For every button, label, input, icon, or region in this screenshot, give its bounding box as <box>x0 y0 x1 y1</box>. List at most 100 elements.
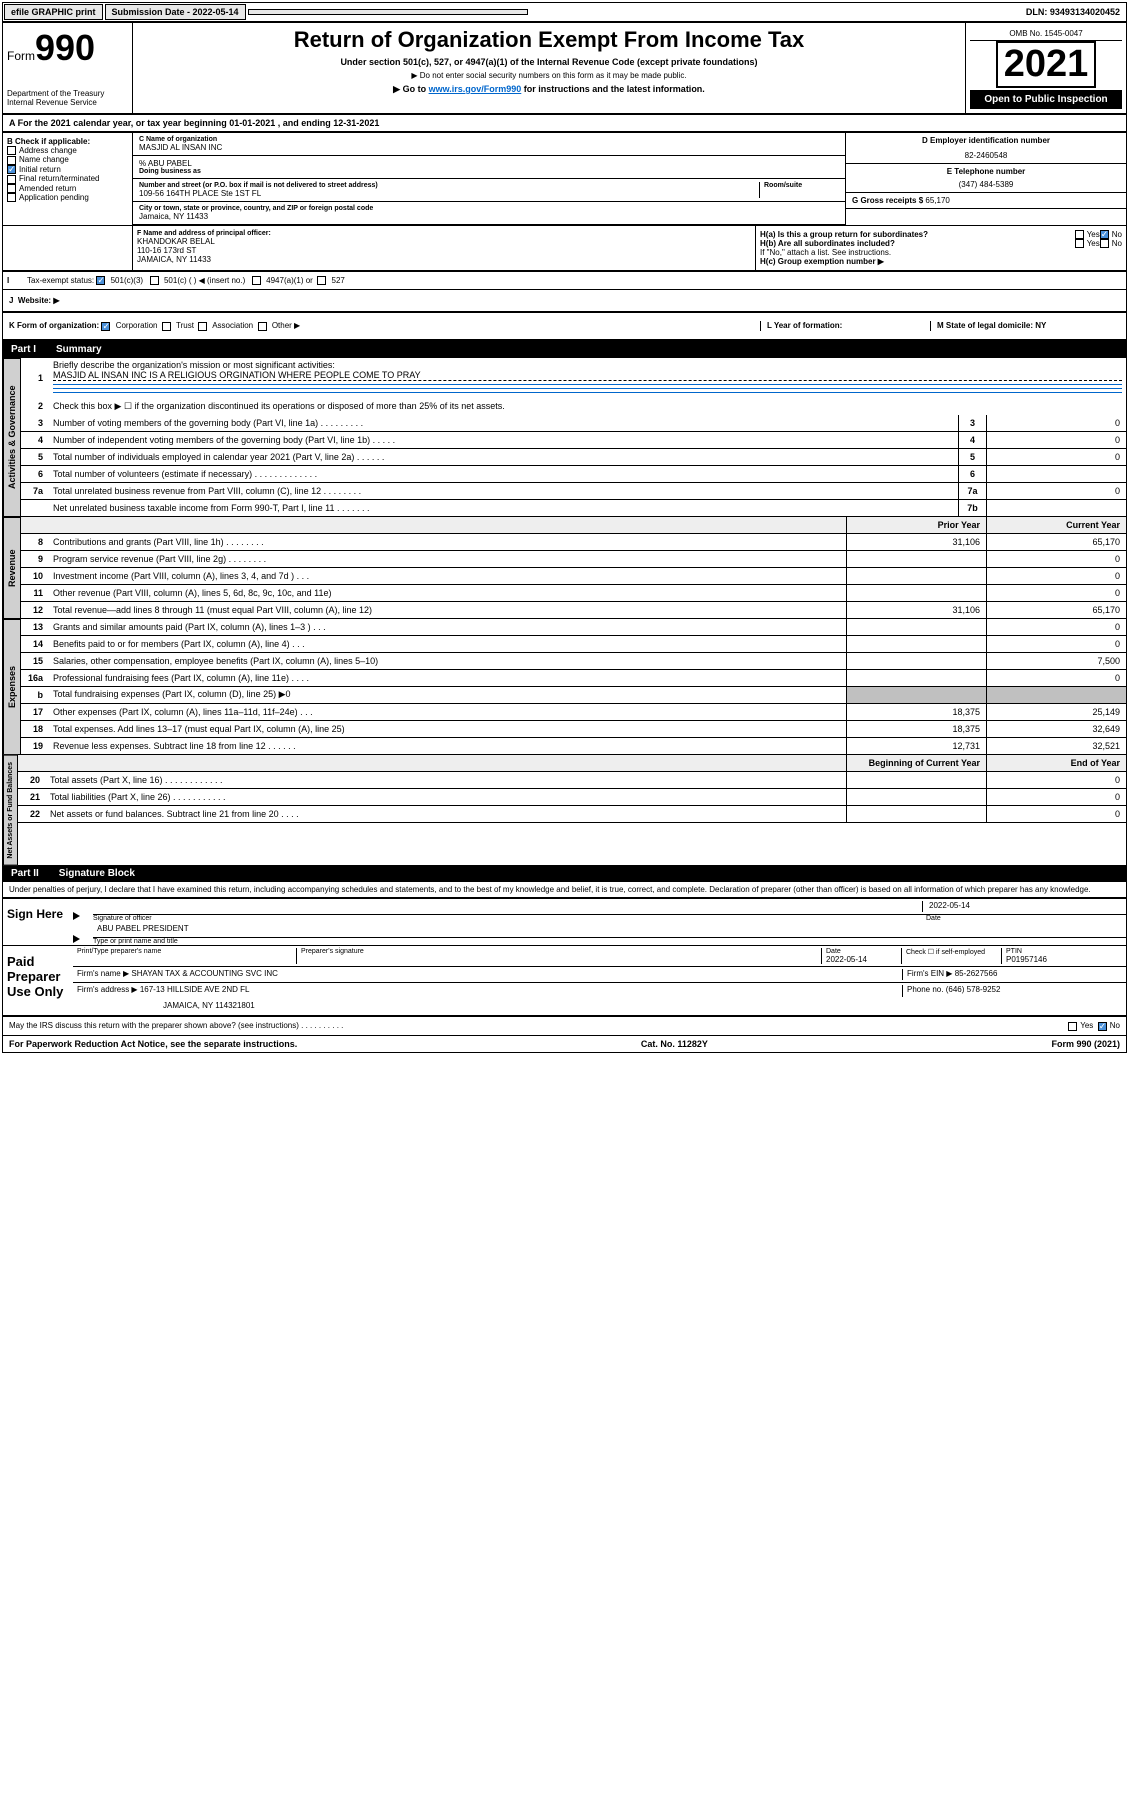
form-version: Form 990 (2021) <box>1051 1039 1120 1049</box>
checkbox-application-pending[interactable] <box>7 193 16 202</box>
form-header: Form990 Department of the Treasury Inter… <box>3 23 1126 113</box>
cb-other[interactable] <box>258 322 267 331</box>
cb-trust[interactable] <box>162 322 171 331</box>
table-row: 13Grants and similar amounts paid (Part … <box>21 619 1126 636</box>
table-row: 8Contributions and grants (Part VIII, li… <box>21 534 1126 551</box>
form-subtitle: Under section 501(c), 527, or 4947(a)(1)… <box>137 57 961 67</box>
officer-addr1: 110-16 173rd ST <box>137 246 751 255</box>
header-center: Return of Organization Exempt From Incom… <box>133 23 966 113</box>
table-row: 4Number of independent voting members of… <box>21 432 1126 449</box>
table-row: 11Other revenue (Part VIII, column (A), … <box>21 585 1126 602</box>
revenue-section: Revenue Prior YearCurrent Year 8Contribu… <box>3 517 1126 619</box>
prep-date: 2022-05-14 <box>826 955 901 964</box>
ha-yes[interactable] <box>1075 230 1084 239</box>
net-assets-section: Net Assets or Fund Balances Beginning of… <box>3 755 1126 866</box>
perjury-statement: Under penalties of perjury, I declare th… <box>3 882 1126 897</box>
block-i-j: I Tax-exempt status: 501(c)(3) 501(c) ( … <box>3 272 1126 290</box>
form-title: Return of Organization Exempt From Incom… <box>137 27 961 53</box>
checkbox-initial-return[interactable] <box>7 165 16 174</box>
checkbox-final-return[interactable] <box>7 175 16 184</box>
cb-assoc[interactable] <box>198 322 207 331</box>
open-public-badge: Open to Public Inspection <box>970 90 1122 109</box>
sig-date: 2022-05-14 <box>922 901 1122 912</box>
firm-name: SHAYAN TAX & ACCOUNTING SVC INC <box>131 969 278 978</box>
table-row: bTotal fundraising expenses (Part IX, co… <box>21 687 1126 704</box>
expenses-section: Expenses 13Grants and similar amounts pa… <box>3 619 1126 755</box>
table-row: 9Program service revenue (Part VIII, lin… <box>21 551 1126 568</box>
hb-no[interactable] <box>1100 239 1109 248</box>
table-row: 10Investment income (Part VIII, column (… <box>21 568 1126 585</box>
header-right: OMB No. 1545-0047 2021 Open to Public In… <box>966 23 1126 113</box>
officer-print-name: ABU PABEL PRESIDENT <box>93 922 1126 938</box>
table-row: 20Total assets (Part X, line 16) . . . .… <box>18 772 1126 789</box>
self-employed-check[interactable]: Check ☐ if self-employed <box>902 948 1002 964</box>
section-a-tax-year: A For the 2021 calendar year, or tax yea… <box>3 113 1126 133</box>
sign-here-label: Sign Here <box>3 899 73 945</box>
table-row: 19Revenue less expenses. Subtract line 1… <box>21 738 1126 755</box>
block-k-l-m: K Form of organization: Corporation Trus… <box>3 313 1126 340</box>
firm-phone: (646) 578-9252 <box>946 985 1001 994</box>
table-row: 16aProfessional fundraising fees (Part I… <box>21 670 1126 687</box>
gross-receipts: 65,170 <box>925 196 949 205</box>
vtab-revenue: Revenue <box>3 517 21 619</box>
name-arrow-icon <box>73 935 80 943</box>
cb-501c[interactable] <box>150 276 159 285</box>
ha-no[interactable] <box>1100 230 1109 239</box>
paid-preparer-label: Paid Preparer Use Only <box>3 946 73 1015</box>
discuss-yes[interactable] <box>1068 1022 1077 1031</box>
top-bar: efile GRAPHIC print Submission Date - 20… <box>3 3 1126 23</box>
efile-button[interactable]: efile GRAPHIC print <box>4 4 103 20</box>
irs-link[interactable]: www.irs.gov/Form990 <box>429 84 522 94</box>
table-row: Net unrelated business taxable income fr… <box>21 500 1126 517</box>
blocks-b-through-g: B Check if applicable: Address change Na… <box>3 133 1126 226</box>
checkbox-address-change[interactable] <box>7 146 16 155</box>
firm-ein: 85-2627566 <box>955 969 998 978</box>
irs-label: Internal Revenue Service <box>7 98 128 107</box>
ptin: P01957146 <box>1006 955 1122 964</box>
officer-addr2: JAMAICA, NY 11433 <box>137 255 751 264</box>
table-row: 12Total revenue—add lines 8 through 11 (… <box>21 602 1126 619</box>
may-irs-discuss: May the IRS discuss this return with the… <box>3 1016 1126 1034</box>
signature-block: Sign Here 2022-05-14 Signature of office… <box>3 897 1126 1016</box>
form-990-page: efile GRAPHIC print Submission Date - 20… <box>2 2 1127 1053</box>
block-b: B Check if applicable: Address change Na… <box>3 133 133 225</box>
omb-number: OMB No. 1545-0047 <box>970 27 1122 41</box>
year-formation: L Year of formation: <box>760 321 930 330</box>
city-state-zip: Jamaica, NY 11433 <box>139 212 839 221</box>
block-c: C Name of organization MASJID AL INSAN I… <box>133 133 846 225</box>
pct-name: % ABU PABEL <box>139 159 839 168</box>
table-row: 22Net assets or fund balances. Subtract … <box>18 806 1126 823</box>
tax-year: 2021 <box>996 41 1097 88</box>
cb-527[interactable] <box>317 276 326 285</box>
dept-treasury: Department of the Treasury <box>7 89 128 98</box>
table-row: 17Other expenses (Part IX, column (A), l… <box>21 704 1126 721</box>
page-footer: For Paperwork Reduction Act Notice, see … <box>3 1035 1126 1052</box>
paperwork-notice: For Paperwork Reduction Act Notice, see … <box>9 1039 297 1049</box>
goto-note: ▶ Go to www.irs.gov/Form990 for instruct… <box>137 84 961 95</box>
cb-501c3[interactable] <box>96 276 105 285</box>
header-left: Form990 Department of the Treasury Inter… <box>3 23 133 113</box>
cb-corp[interactable] <box>101 322 110 331</box>
ein: 82-2460548 <box>852 151 1120 160</box>
officer-name: KHANDOKAR BELAL <box>137 237 751 246</box>
table-row: 3Number of voting members of the governi… <box>21 415 1126 432</box>
submission-date: Submission Date - 2022-05-14 <box>105 4 246 20</box>
cb-4947[interactable] <box>252 276 261 285</box>
vtab-governance: Activities & Governance <box>3 358 21 517</box>
checkbox-amended[interactable] <box>7 184 16 193</box>
table-row: 18Total expenses. Add lines 13–17 (must … <box>21 721 1126 738</box>
part-1-header: Part I Summary <box>3 341 1126 358</box>
table-row: 6Total number of volunteers (estimate if… <box>21 466 1126 483</box>
spacer <box>248 9 528 15</box>
discuss-no[interactable] <box>1098 1022 1107 1031</box>
mission-text: MASJID AL INSAN INC IS A RELIGIOUS ORGIN… <box>53 370 1122 381</box>
firm-addr2: JAMAICA, NY 114321801 <box>73 999 1126 1015</box>
block-j: J Website: ▶ <box>3 290 1126 313</box>
block-h: H(a) Is this a group return for subordin… <box>756 226 1126 270</box>
catalog-number: Cat. No. 11282Y <box>641 1039 708 1049</box>
hb-yes[interactable] <box>1075 239 1084 248</box>
ssn-note: ▶ Do not enter social security numbers o… <box>137 71 961 80</box>
dln: DLN: 93493134020452 <box>1020 5 1126 19</box>
blocks-f-h: F Name and address of principal officer:… <box>3 226 1126 272</box>
governance-section: Activities & Governance 1 Briefly descri… <box>3 358 1126 517</box>
